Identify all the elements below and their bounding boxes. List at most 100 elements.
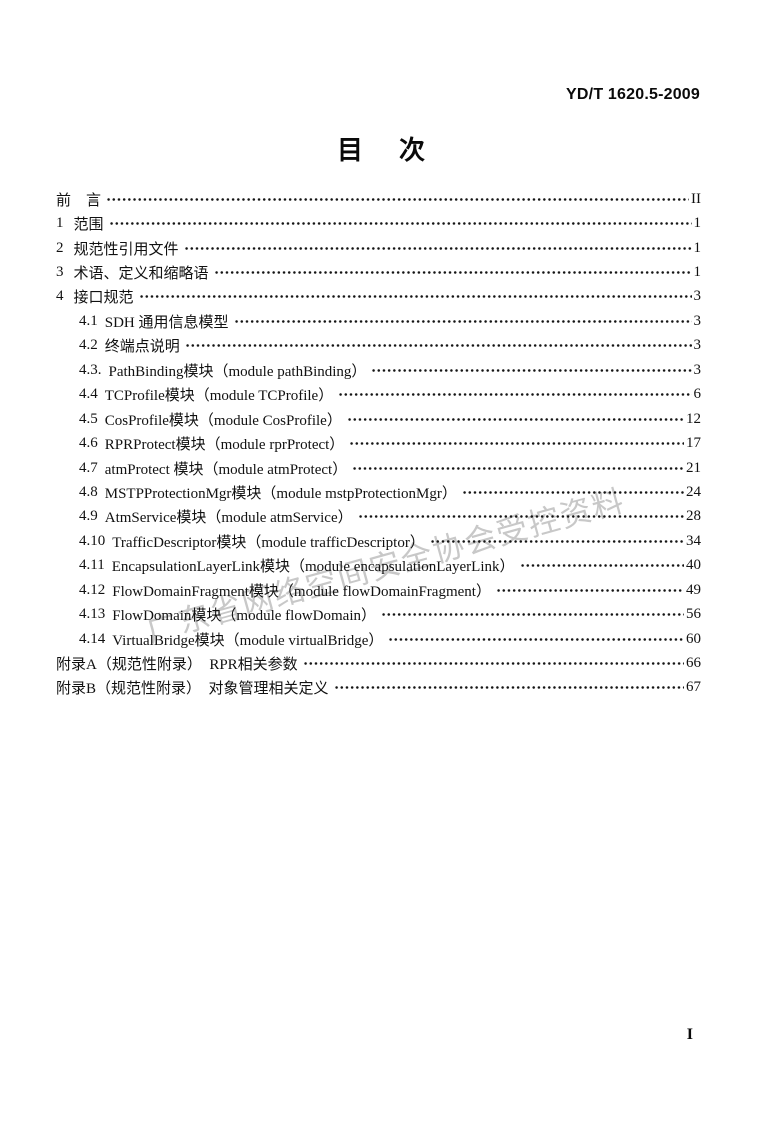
toc-entry-number: 4.13 bbox=[79, 606, 106, 623]
toc-entry-label: PathBinding模块（module pathBinding） bbox=[108, 363, 367, 380]
toc-entry-page: 49 bbox=[686, 581, 701, 598]
toc-entry: 前 言 II bbox=[56, 187, 701, 211]
dot-leader bbox=[302, 656, 684, 672]
toc-entry-label: 接口规范 bbox=[73, 290, 134, 307]
toc-entry-number: 2 bbox=[56, 239, 64, 256]
toc-entry: 4.5 CosProfile模块（module CosProfile） 12 bbox=[56, 407, 701, 431]
toc-entry: 4.6 RPRProtect模块（module rprProtect） 17 bbox=[56, 431, 701, 455]
toc-entry-number: 3 bbox=[56, 264, 64, 281]
toc-entry: 4.3. PathBinding模块（module pathBinding） 3 bbox=[56, 358, 701, 382]
toc-entry-page: 67 bbox=[686, 679, 701, 696]
dot-leader bbox=[213, 265, 692, 281]
dot-leader bbox=[429, 533, 684, 549]
toc-entry-number: 4.6 bbox=[79, 435, 98, 452]
toc-entry-page: 21 bbox=[686, 459, 701, 476]
dot-leader bbox=[233, 313, 692, 329]
dot-leader bbox=[183, 240, 692, 256]
toc-entry-label: SDH 通用信息模型 bbox=[104, 314, 229, 331]
toc-entry-page: 28 bbox=[686, 508, 701, 525]
dot-leader bbox=[519, 558, 684, 574]
footer-page-number: I bbox=[686, 1026, 693, 1043]
toc-entry: 4.1 SDH 通用信息模型 3 bbox=[56, 309, 701, 333]
dot-leader bbox=[380, 607, 684, 623]
toc-entry-page: 66 bbox=[686, 655, 701, 672]
dot-leader bbox=[346, 411, 684, 427]
toc-entry-page: 17 bbox=[686, 435, 701, 452]
toc-entry-label: CosProfile模块（module CosProfile） bbox=[104, 412, 342, 429]
toc-entry-number: 4.7 bbox=[79, 459, 98, 476]
toc-entry-label: 规范性引用文件 bbox=[73, 241, 179, 258]
toc-entry-page: 24 bbox=[686, 483, 701, 500]
dot-leader bbox=[388, 631, 684, 647]
toc-entry: 4.14 VirtualBridge模块（module virtualBridg… bbox=[56, 627, 701, 651]
toc-entry-number: 4.11 bbox=[79, 557, 105, 574]
dot-leader bbox=[338, 387, 692, 403]
toc-entry: 4 接口规范 3 bbox=[56, 285, 701, 309]
toc-entry-page: 56 bbox=[686, 606, 701, 623]
dot-leader bbox=[138, 289, 692, 305]
toc-entry-number: 4.4 bbox=[79, 386, 98, 403]
toc-entry-label: AtmService模块（module atmService） bbox=[104, 510, 353, 527]
toc-entry-number: 4 bbox=[56, 288, 64, 305]
toc-entry: 2 规范性引用文件 1 bbox=[56, 236, 701, 260]
toc-entry-label: 附录A（规范性附录） RPR相关参数 bbox=[56, 657, 298, 674]
toc-entry: 附录B（规范性附录） 对象管理相关定义 67 bbox=[56, 676, 701, 700]
toc-entry-label: 终端点说明 bbox=[104, 339, 180, 356]
toc-entry-number: 4.2 bbox=[79, 337, 98, 354]
page-title: 目 次 bbox=[336, 136, 430, 165]
toc-entry-page: 40 bbox=[686, 557, 701, 574]
toc-entry-page: 3 bbox=[693, 337, 702, 354]
dot-leader bbox=[495, 582, 684, 598]
toc-entry-label: 前 言 bbox=[56, 192, 102, 209]
dot-leader bbox=[349, 436, 684, 452]
toc-entry-label: TrafficDescriptor模块（module trafficDescri… bbox=[112, 534, 425, 551]
toc-entry-label: TCProfile模块（module TCProfile） bbox=[104, 388, 334, 405]
toc-entry-number: 4.14 bbox=[79, 630, 106, 647]
doc-number: YD/T 1620.5-2009 bbox=[566, 86, 700, 103]
toc-entry-label: RPRProtect模块（module rprProtect） bbox=[104, 437, 345, 454]
toc-entry-page: 34 bbox=[686, 532, 701, 549]
toc-entry: 4.2 终端点说明 3 bbox=[56, 334, 701, 358]
toc-entry-number: 4.1 bbox=[79, 312, 98, 329]
toc-entry: 4.12 FlowDomainFragment模块（module flowDom… bbox=[56, 578, 701, 602]
toc-entry-page: 3 bbox=[693, 288, 702, 305]
dot-leader bbox=[371, 362, 692, 378]
dot-leader bbox=[108, 216, 692, 232]
toc-entry-number: 4.9 bbox=[79, 508, 98, 525]
toc-entry: 4.8 MSTPProtectionMgr模块（module mstpProte… bbox=[56, 480, 701, 504]
toc-entry: 4.13 FlowDomain模块（module flowDomain） 56 bbox=[56, 602, 701, 626]
toc-entry-label: MSTPProtectionMgr模块（module mstpProtectio… bbox=[104, 485, 457, 502]
toc-entry: 附录A（规范性附录） RPR相关参数 66 bbox=[56, 651, 701, 675]
toc-entry-label: 范围 bbox=[73, 217, 104, 234]
toc-entry-label: FlowDomain模块（module flowDomain） bbox=[112, 608, 376, 625]
dot-leader bbox=[352, 460, 684, 476]
toc-entry-page: 12 bbox=[686, 410, 701, 427]
toc-entry: 3 术语、定义和缩略语 1 bbox=[56, 260, 701, 284]
dot-leader bbox=[333, 680, 684, 696]
toc-entry: 4.4 TCProfile模块（module TCProfile） 6 bbox=[56, 383, 701, 407]
toc-entry-page: 1 bbox=[693, 264, 702, 281]
toc-entry-page: 3 bbox=[693, 361, 702, 378]
toc-entry-page: II bbox=[691, 190, 701, 207]
toc-entry-number: 4.8 bbox=[79, 483, 98, 500]
toc-entry-label: 术语、定义和缩略语 bbox=[73, 266, 209, 283]
dot-leader bbox=[106, 191, 689, 207]
toc-entry-page: 1 bbox=[693, 215, 702, 232]
toc-entry-label: atmProtect 模块（module atmProtect） bbox=[104, 461, 348, 478]
toc-entry-number: 4.5 bbox=[79, 410, 98, 427]
toc-entry: 4.9 AtmService模块（module atmService） 28 bbox=[56, 505, 701, 529]
toc-entry: 4.10 TrafficDescriptor模块（module trafficD… bbox=[56, 529, 701, 553]
toc-entry-number: 1 bbox=[56, 215, 64, 232]
dot-leader bbox=[184, 338, 692, 354]
toc-entry: 4.7 atmProtect 模块（module atmProtect） 21 bbox=[56, 456, 701, 480]
toc-entry: 1 范围 1 bbox=[56, 211, 701, 235]
toc-entry-page: 60 bbox=[686, 630, 701, 647]
toc-entry-label: EncapsulationLayerLink模块（module encapsul… bbox=[111, 559, 515, 576]
toc-entry-label: FlowDomainFragment模块（module flowDomainFr… bbox=[112, 583, 491, 600]
dot-leader bbox=[461, 484, 684, 500]
table-of-contents: 前 言 II 1 范围 1 2 规范性引用文件 1 3 术语、定义和缩略语 1 … bbox=[56, 187, 701, 700]
toc-entry-number: 4.10 bbox=[79, 532, 106, 549]
toc-entry-label: VirtualBridge模块（module virtualBridge） bbox=[112, 632, 384, 649]
toc-entry-page: 1 bbox=[693, 239, 702, 256]
